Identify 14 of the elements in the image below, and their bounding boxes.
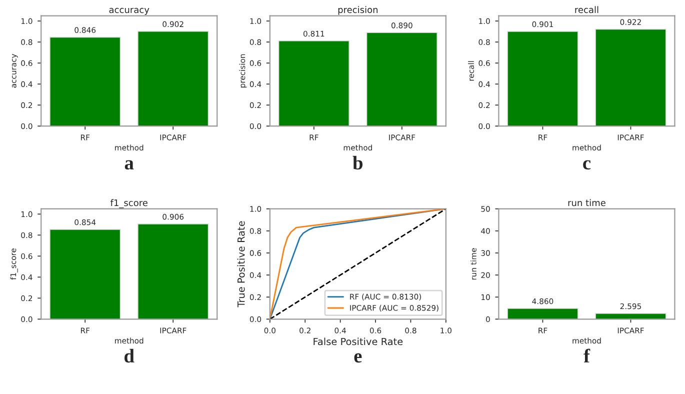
text: e <box>354 353 362 363</box>
chart-title: accuracy <box>109 8 150 15</box>
text: f <box>584 348 590 362</box>
chart-title: recall <box>575 6 598 14</box>
line-series <box>270 208 446 320</box>
text: d <box>124 348 134 363</box>
chart-title: precision <box>338 6 378 15</box>
chart-title: f1_score <box>110 199 148 208</box>
x-axis-title: False Positive Rate <box>314 338 403 346</box>
text: a <box>124 160 134 170</box>
text: b <box>352 156 363 170</box>
text: c <box>583 160 591 170</box>
y-axis-title: True Positive Rate <box>237 221 245 308</box>
chart-title: run time <box>568 199 606 206</box>
